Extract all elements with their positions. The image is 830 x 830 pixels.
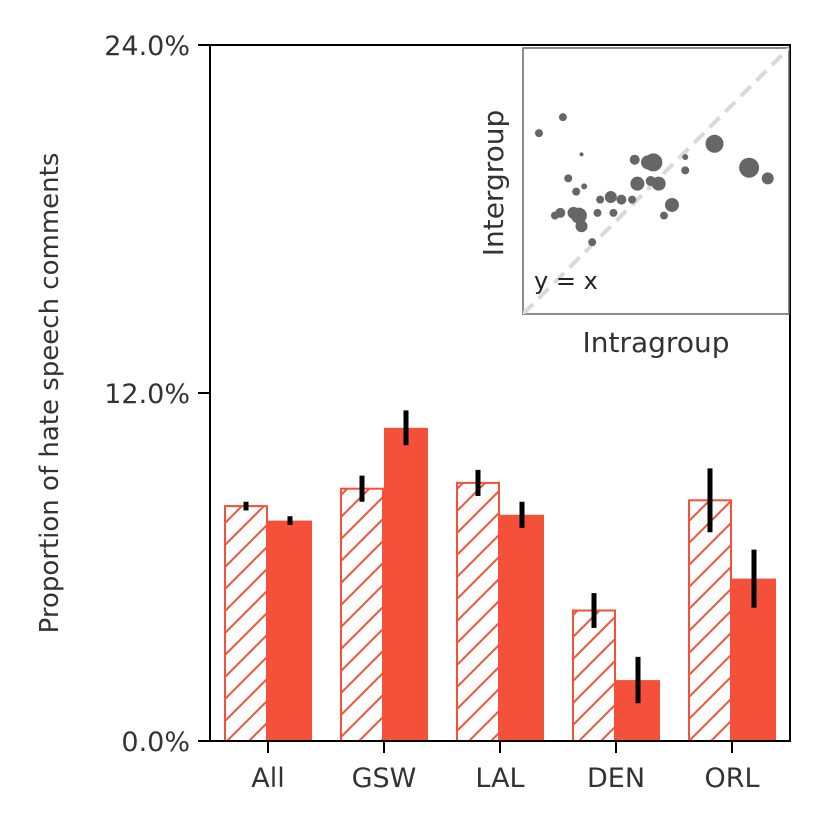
bar-lal-intragroup xyxy=(456,481,500,742)
scatter-point xyxy=(555,207,566,218)
scatter-point xyxy=(664,197,679,212)
x-tick-label-gsw: GSW xyxy=(352,763,417,794)
x-tick-label-lal: LAL xyxy=(475,763,524,794)
scatter-point xyxy=(761,172,774,185)
x-tick-label-orl: ORL xyxy=(704,763,759,794)
bar-orl-intragroup xyxy=(688,499,732,742)
scatter-point xyxy=(534,129,543,138)
scatter-point xyxy=(570,207,587,224)
scatter-point xyxy=(651,176,666,191)
scatter-point xyxy=(579,152,584,157)
scatter-point xyxy=(630,176,645,191)
bar-lal-intergroup xyxy=(500,514,544,741)
bar-den-intragroup xyxy=(572,609,616,742)
y-tick-label: 12.0% xyxy=(104,379,190,410)
inset-y-axis-label: Intergroup xyxy=(477,110,510,257)
bars xyxy=(224,427,776,743)
bar-gsw-intergroup xyxy=(384,427,428,741)
scatter-point xyxy=(609,208,618,217)
scatter-point xyxy=(681,166,690,175)
scatter-point xyxy=(572,187,581,196)
inset-scatter: y = x Intragroup Intergroup xyxy=(477,47,790,359)
scatter-point xyxy=(659,211,668,220)
x-tick-label-all: All xyxy=(251,763,284,794)
inset-points xyxy=(534,113,774,247)
scatter-point xyxy=(596,195,605,204)
scatter-point xyxy=(588,238,597,247)
y-axis: 0.0% 12.0% 24.0% xyxy=(104,31,210,758)
scatter-point xyxy=(629,154,640,165)
scatter-point xyxy=(564,174,573,183)
bar-all-intragroup xyxy=(224,505,268,742)
y-axis-label: Proportion of hate speech comments xyxy=(35,153,65,634)
x-axis: All GSW LAL DEN ORL xyxy=(251,741,760,794)
y-tick-label: 24.0% xyxy=(104,31,190,62)
bar-gsw-intragroup xyxy=(340,487,384,743)
scatter-point xyxy=(581,183,588,190)
scatter-point xyxy=(593,208,602,217)
identity-line-label: y = x xyxy=(534,267,598,295)
scatter-point xyxy=(616,194,627,205)
inset-x-axis-label: Intragroup xyxy=(583,326,730,359)
scatter-point xyxy=(739,157,760,178)
error-bars xyxy=(243,410,757,704)
x-tick-label-den: DEN xyxy=(587,763,645,794)
scatter-point xyxy=(644,153,663,172)
y-tick-label: 0.0% xyxy=(121,727,190,758)
scatter-point xyxy=(682,154,689,161)
scatter-point xyxy=(558,113,567,122)
plot-frame xyxy=(209,44,791,742)
bar-all-intergroup xyxy=(268,520,312,741)
scatter-point xyxy=(604,190,617,203)
scatter-point xyxy=(575,220,588,233)
scatter-point xyxy=(705,134,724,153)
scatter-point xyxy=(628,195,637,204)
